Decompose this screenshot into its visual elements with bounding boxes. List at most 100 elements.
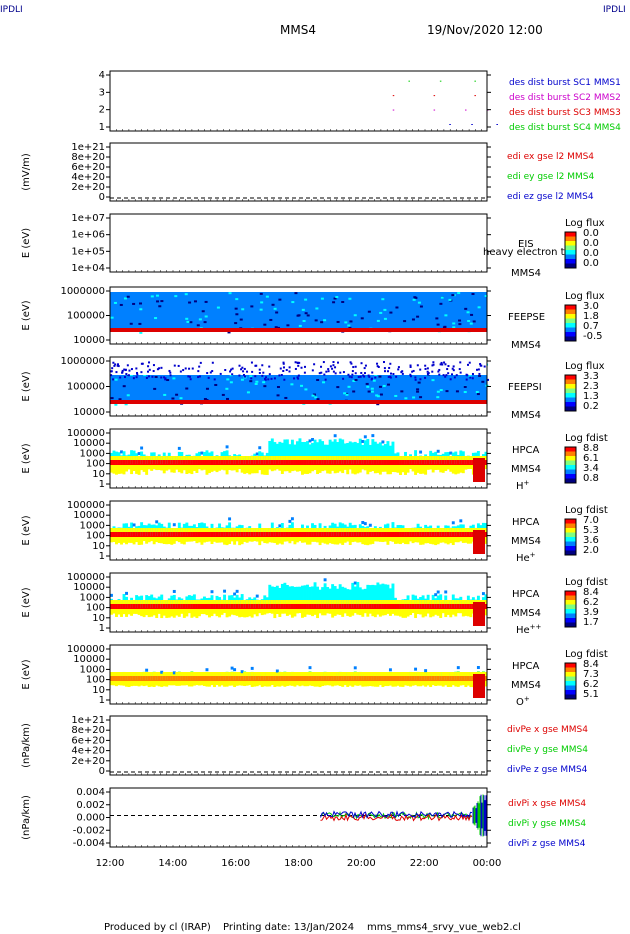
spectro-cell: [484, 600, 488, 604]
spectro-cell: [298, 609, 302, 614]
spectro-cell: [145, 465, 149, 475]
colorbar-tick: 0.2: [583, 401, 599, 412]
spectro-cell: [253, 676, 257, 681]
spectro-speckle: [412, 298, 416, 301]
spectro-cell: [436, 528, 440, 532]
spectro-cell: [358, 460, 362, 465]
colorbar-tick: 3.0: [583, 301, 599, 312]
spectro-cell: [233, 600, 237, 604]
colorbar-segment: [565, 550, 576, 556]
spectro-cell: [316, 442, 320, 464]
spectro-cell: [240, 537, 244, 545]
spectro-cell: [233, 465, 237, 471]
spectro-speckle: [417, 381, 421, 384]
spectro-speckle: [379, 311, 383, 314]
spectro-cell: [182, 456, 186, 460]
spectro-cell: [263, 528, 267, 532]
ytick-label: 1e+04: [71, 263, 105, 274]
colorbar-segment: [565, 318, 576, 324]
spectro-cell: [386, 676, 390, 681]
spectro-cell: [243, 456, 247, 460]
spectro-cell: [295, 441, 299, 464]
spectro-dot: [207, 376, 210, 379]
spectro-cell: [331, 456, 335, 460]
spectro-cell: [152, 537, 156, 545]
spectro-cell: [200, 528, 204, 532]
spectro-cell: [469, 460, 473, 465]
spectro-cell: [240, 532, 244, 537]
spectro-cell: [431, 604, 435, 609]
spectro-cell: [391, 456, 395, 460]
spectro-cell: [112, 460, 116, 465]
spectro-cell: [373, 537, 377, 542]
spectro-cell: [157, 460, 161, 465]
spectro-cell: [285, 585, 289, 608]
spectro-cell: [341, 439, 345, 464]
spectro-dot: [116, 364, 119, 367]
spectro-cell: [165, 537, 169, 545]
spectro-cell: [399, 681, 402, 687]
spectro-dot: [238, 374, 241, 377]
spectro-cell: [366, 460, 370, 465]
spectro-cell: [213, 604, 216, 609]
spectro-cell: [356, 582, 360, 608]
spectro-cell: [326, 465, 330, 474]
spectro-cell: [321, 587, 325, 608]
spectro-cell: [376, 537, 380, 542]
spectro-cell: [391, 676, 395, 681]
spectro-speckle: [249, 380, 253, 383]
spectro-dot: [296, 362, 299, 365]
spectro-dot: [389, 376, 392, 379]
spectro-cell: [162, 528, 166, 532]
spectro-cell: [396, 609, 400, 616]
spectro-cell: [215, 465, 219, 473]
spectro-cell: [240, 609, 244, 617]
spectro-cell: [371, 465, 375, 472]
spectro-cell: [439, 456, 443, 460]
spectro-cell: [275, 528, 279, 532]
spectro-cell: [313, 532, 317, 537]
spectro-cell: [404, 600, 407, 604]
spectro-cell: [125, 537, 128, 545]
spectro-cell: [210, 532, 214, 537]
spectro-cell: [451, 521, 455, 525]
spectro-cell: [167, 532, 171, 537]
spectro-cell: [260, 672, 264, 676]
spectro-cell: [459, 681, 463, 686]
spectro-cell: [341, 460, 345, 465]
spectro-cell: [434, 465, 438, 470]
ytick-label: 10000: [73, 438, 105, 449]
spectro-cell: [248, 681, 252, 686]
spectro-cell: [326, 444, 330, 464]
spectro-cell: [127, 604, 131, 609]
colorbar-segment: [565, 469, 576, 475]
spectro-cell: [439, 537, 443, 543]
spectro-cell: [366, 672, 370, 676]
spectro-speckle: [412, 396, 416, 399]
spectro-cell: [341, 604, 345, 609]
spectro-cell: [175, 460, 179, 465]
spectro-cell: [120, 600, 123, 604]
spectro-cell: [373, 528, 377, 532]
spectro-cell: [240, 676, 244, 681]
spectro-cell: [451, 600, 455, 604]
spectro-cell: [135, 537, 139, 543]
spectro-speckle: [203, 321, 207, 324]
spectro-cell: [436, 590, 440, 594]
spectro-cell: [192, 537, 196, 542]
spectro-cell: [456, 604, 460, 609]
spectro-cell: [338, 537, 342, 544]
spectro-cell: [466, 456, 470, 460]
spectro-cell: [416, 465, 420, 473]
spectro-cell: [348, 600, 352, 604]
spectro-cell: [167, 537, 171, 545]
legend-entry: divPe y gse MMS4: [507, 745, 588, 755]
spectro-cell: [293, 456, 297, 460]
spectro-cell: [197, 672, 201, 676]
spectro-cell: [326, 537, 330, 545]
spectro-dot: [419, 368, 422, 371]
spectro-cell: [150, 681, 154, 687]
spectro-cell: [469, 609, 473, 618]
spectro-cell: [303, 537, 307, 543]
colorbar-frame: [564, 446, 577, 484]
